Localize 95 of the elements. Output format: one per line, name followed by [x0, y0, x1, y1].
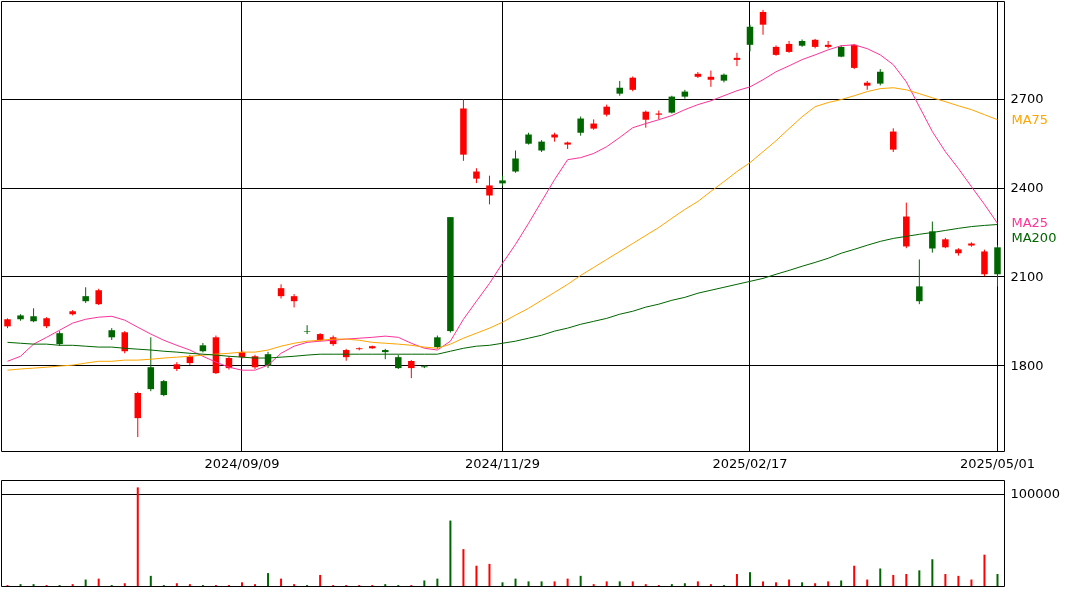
bar — [957, 575, 960, 586]
bar — [827, 581, 830, 586]
bar — [423, 580, 426, 586]
candlestick — [447, 216, 454, 334]
bar — [501, 582, 504, 586]
bar — [970, 579, 973, 586]
candlestick — [4, 317, 11, 329]
bar — [579, 575, 582, 586]
bar — [866, 579, 869, 586]
bar — [175, 583, 178, 586]
candlestick — [421, 364, 428, 369]
candlestick — [512, 150, 519, 174]
bar — [618, 581, 621, 586]
candlestick — [108, 327, 115, 341]
bar — [449, 520, 452, 586]
bar — [801, 582, 804, 586]
candlestick — [303, 324, 311, 335]
candlestick — [30, 307, 37, 323]
bar — [683, 583, 686, 586]
x-tick-label: 2024/11/29 — [465, 455, 540, 471]
candlestick — [916, 258, 923, 305]
bar — [462, 549, 465, 586]
bar — [996, 574, 999, 586]
candlestick — [434, 335, 441, 350]
y-tick-label: 1800 — [1010, 357, 1044, 373]
bar — [696, 581, 699, 586]
candlestick — [994, 244, 1001, 287]
candlestick — [538, 139, 545, 153]
x-tick-label: 2025/05/01 — [960, 455, 1035, 471]
bar — [136, 487, 139, 586]
bar — [436, 578, 439, 586]
candlestick — [82, 286, 89, 304]
series-label: MA25 — [1011, 215, 1049, 231]
candlestick — [460, 99, 467, 162]
bar — [788, 579, 791, 586]
candlestick — [95, 288, 102, 306]
y-tick-label: 2400 — [1010, 180, 1044, 196]
bar — [97, 578, 100, 586]
bar — [475, 565, 478, 586]
candlestick — [473, 167, 480, 184]
bar — [775, 582, 778, 586]
candlestick — [603, 104, 610, 117]
candlestick — [616, 80, 623, 97]
bar — [853, 565, 856, 586]
candlestick — [69, 309, 76, 316]
x-tick-label: 2025/02/17 — [712, 455, 788, 471]
candlestick — [43, 316, 50, 329]
bar — [879, 568, 882, 586]
bar — [149, 575, 152, 586]
bar — [540, 581, 543, 586]
bar — [280, 578, 283, 586]
candlestick — [877, 68, 884, 86]
bar — [931, 559, 934, 586]
bar — [267, 573, 270, 586]
candlestick — [17, 313, 24, 322]
bar — [605, 581, 608, 586]
bar — [123, 583, 126, 586]
bar — [892, 574, 895, 586]
y-tick-label: 100000 — [1010, 486, 1061, 502]
candlestick — [590, 118, 597, 131]
bar — [488, 563, 491, 586]
candlestick — [955, 247, 962, 257]
candlestick — [408, 359, 415, 379]
bar — [566, 578, 569, 586]
bar — [631, 581, 634, 586]
bar — [762, 581, 765, 586]
bar — [240, 582, 243, 586]
bar — [735, 574, 738, 586]
candlestick — [981, 249, 988, 277]
bar — [983, 554, 986, 586]
series-label: MA200 — [1011, 230, 1057, 246]
candlestick — [890, 127, 897, 153]
bar — [84, 579, 87, 586]
bar — [553, 581, 556, 586]
candlestick — [56, 330, 63, 347]
x-tick-label: 2024/09/09 — [204, 455, 280, 471]
y-tick-label: 2700 — [1010, 91, 1044, 107]
candlestick — [968, 241, 975, 248]
bar — [918, 570, 921, 586]
bar — [905, 574, 908, 586]
candlestick — [525, 132, 532, 146]
bar — [527, 581, 530, 586]
bar — [814, 583, 817, 586]
candlestick — [942, 237, 949, 249]
candlestick — [564, 141, 571, 150]
series-label: MA75 — [1011, 111, 1049, 127]
y-tick-label: 2100 — [1010, 268, 1044, 284]
bar — [748, 572, 751, 586]
bar — [944, 574, 947, 586]
candlestick — [499, 175, 506, 187]
candlestick — [577, 115, 584, 137]
bar — [514, 578, 517, 586]
candlestick — [486, 175, 493, 205]
bar — [319, 574, 322, 586]
bar — [840, 580, 843, 586]
